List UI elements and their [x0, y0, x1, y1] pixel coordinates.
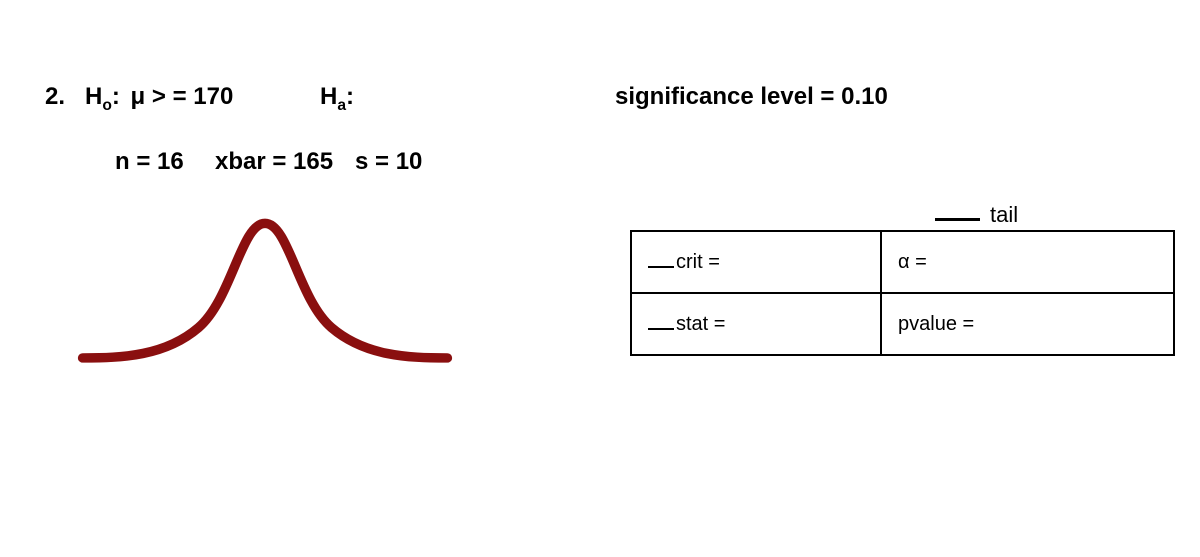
- stat-label: stat =: [676, 313, 725, 335]
- bell-curve: [75, 195, 455, 375]
- tail-label: tail: [990, 204, 1018, 226]
- significance-level: significance level = 0.10: [615, 85, 888, 109]
- table-row: crit = α =: [631, 231, 1174, 293]
- pvalue-cell: pvalue =: [881, 293, 1174, 355]
- answers-table: crit = α = stat = pvalue =: [630, 230, 1175, 356]
- h0-expression: μ > = 170: [131, 83, 234, 110]
- stat-cell: stat =: [631, 293, 881, 355]
- alpha-label: α =: [898, 251, 927, 273]
- crit-label: crit =: [676, 251, 720, 273]
- sample-mean-xbar: xbar = 165: [215, 150, 333, 174]
- stat-blank: [648, 328, 674, 330]
- crit-cell: crit =: [631, 231, 881, 293]
- h0-label: Ho:: [85, 83, 120, 110]
- tail-blank-line: [935, 218, 980, 221]
- sample-size-n: n = 16: [115, 150, 184, 174]
- problem-number: 2.: [45, 85, 65, 109]
- alpha-cell: α =: [881, 231, 1174, 293]
- alt-hypothesis-label: Ha:: [320, 85, 354, 113]
- null-hypothesis: Ho: μ > = 170: [85, 85, 233, 113]
- pvalue-label: pvalue =: [898, 313, 974, 335]
- bell-curve-icon: [75, 195, 455, 375]
- table-row: stat = pvalue =: [631, 293, 1174, 355]
- sample-sd-s: s = 10: [355, 150, 422, 174]
- crit-blank: [648, 266, 674, 268]
